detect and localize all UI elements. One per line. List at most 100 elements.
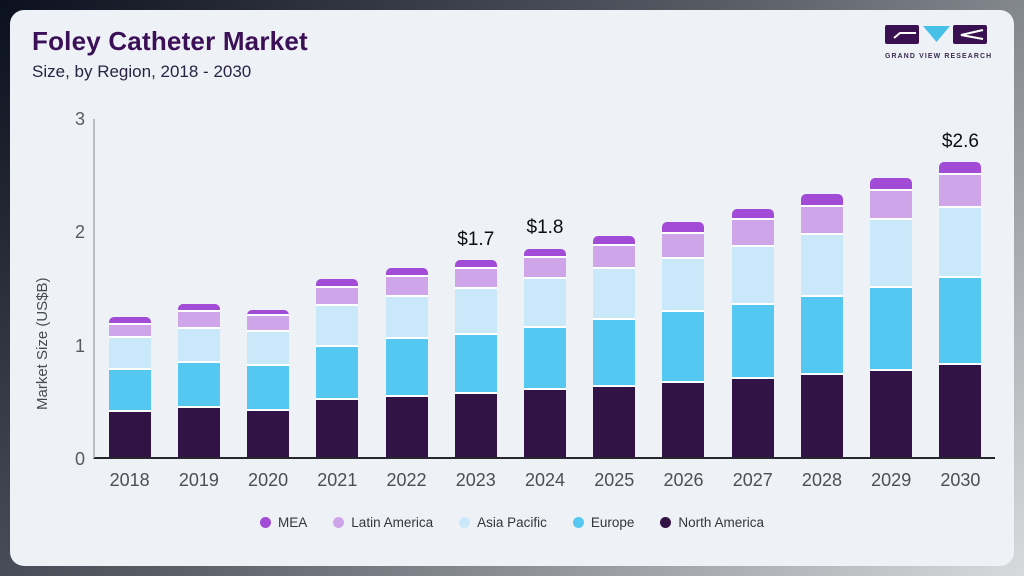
bar-group-2022: 2022 <box>372 119 441 490</box>
segment-europe <box>524 327 567 391</box>
segment-mea <box>385 267 428 277</box>
segment-latin-america <box>454 268 497 290</box>
segment-mea <box>870 178 913 191</box>
bar-stack <box>316 279 359 457</box>
segment-asia-pacific <box>108 338 151 370</box>
legend-label: Latin America <box>351 515 434 530</box>
bar-group-2026: 2026 <box>649 119 718 490</box>
segment-north-america <box>385 396 428 457</box>
segment-europe <box>939 277 982 366</box>
segment-north-america <box>316 400 359 457</box>
bar-group-2029: 2029 <box>857 119 926 490</box>
legend-dot-asia-pacific-icon <box>459 517 471 528</box>
segment-europe <box>454 334 497 394</box>
segment-north-america <box>593 386 636 457</box>
segment-north-america <box>247 410 290 457</box>
ytick-label-0: 0 <box>74 449 85 469</box>
segment-north-america <box>870 370 913 457</box>
y-axis-title: Market Size (US$B) <box>34 277 51 410</box>
segment-mea <box>316 279 359 289</box>
xtick-label-2028: 2028 <box>801 470 842 490</box>
segment-asia-pacific <box>662 258 705 312</box>
segment-europe <box>662 311 705 384</box>
segment-latin-america <box>316 288 359 307</box>
bar-stack <box>524 248 567 457</box>
xtick-label-2018: 2018 <box>109 470 150 490</box>
legend-dot-latin-america-icon <box>333 517 345 528</box>
legend-item-mea: MEA <box>260 515 307 530</box>
ytick-label-2: 2 <box>74 222 85 243</box>
legend-item-asia-pacific: Asia Pacific <box>459 515 547 530</box>
segment-latin-america <box>108 324 151 339</box>
segment-latin-america <box>593 246 636 269</box>
gvr-logomark-icon <box>885 25 987 44</box>
segment-mea <box>177 304 220 313</box>
xtick-label-2020: 2020 <box>248 470 289 490</box>
legend-label: North America <box>678 515 764 530</box>
segment-latin-america <box>385 276 428 298</box>
xtick-label-2019: 2019 <box>178 470 219 490</box>
xtick-label-2029: 2029 <box>871 470 912 490</box>
bar-group-2028: 2028 <box>787 119 856 490</box>
ytick-label-1: 1 <box>74 335 85 356</box>
page-title: Foley Catheter Market <box>32 26 308 56</box>
segment-europe <box>800 297 843 376</box>
segment-asia-pacific <box>731 247 774 306</box>
legend-dot-europe-icon <box>572 517 584 528</box>
legend-dot-mea-icon <box>260 517 272 528</box>
legend-label: MEA <box>278 515 308 530</box>
plot-area: 0 1 2 3 2018 2019 2020 2021 2022 $1.7 2023 $1.8 2024… <box>75 109 995 490</box>
bar-stack <box>108 316 151 457</box>
segment-north-america <box>939 365 982 457</box>
bar-group-2018: 2018 <box>95 119 164 490</box>
segment-asia-pacific <box>800 234 843 298</box>
xtick-label-2025: 2025 <box>594 470 635 490</box>
segment-asia-pacific <box>316 306 359 348</box>
segment-mea <box>939 162 982 175</box>
segment-latin-america <box>800 206 843 235</box>
xtick-label-2021: 2021 <box>317 470 358 490</box>
segment-north-america <box>108 411 151 457</box>
segment-asia-pacific <box>247 332 290 367</box>
bar-stack <box>662 222 705 457</box>
value-label-2023: $1.7 <box>457 228 495 250</box>
segment-latin-america <box>939 174 982 208</box>
legend-item-north-america: North America <box>660 515 764 530</box>
segment-mea <box>662 222 705 234</box>
legend-item-latin-america: Latin America <box>333 515 433 530</box>
segment-north-america <box>800 375 843 457</box>
logo-caption: GRAND VIEW RESEARCH <box>885 53 993 60</box>
segment-europe <box>177 363 220 409</box>
bar-group-2020: 2020 <box>233 119 302 490</box>
legend-item-europe: Europe <box>572 515 634 530</box>
segment-latin-america <box>524 257 567 280</box>
bar-stack <box>385 267 428 457</box>
bar-stack <box>247 309 290 457</box>
bar-group-2025: 2025 <box>580 119 649 490</box>
bar-stack <box>870 178 913 457</box>
segment-asia-pacific <box>593 268 636 320</box>
xtick-label-2022: 2022 <box>386 470 427 490</box>
segment-asia-pacific <box>870 220 913 289</box>
segment-asia-pacific <box>939 207 982 278</box>
segment-mea <box>731 208 774 221</box>
segment-asia-pacific <box>454 289 497 335</box>
segment-asia-pacific <box>385 297 428 340</box>
xtick-label-2027: 2027 <box>732 470 773 490</box>
segment-mea <box>524 248 567 258</box>
segment-europe <box>731 305 774 379</box>
legend-dot-north-america-icon <box>660 517 672 528</box>
bar-group-2030: $2.6 2030 <box>926 119 995 490</box>
segment-europe <box>108 369 151 412</box>
segment-latin-america <box>870 190 913 221</box>
segment-asia-pacific <box>177 329 220 364</box>
xtick-label-2030: 2030 <box>940 470 981 490</box>
segment-europe <box>870 288 913 371</box>
bar-stack <box>731 208 774 457</box>
bar-group-2019: 2019 <box>164 119 233 490</box>
segment-north-america <box>524 390 567 457</box>
segment-asia-pacific <box>524 279 567 328</box>
grand-view-research-logo: GRAND VIEW RESEARCH <box>885 25 993 60</box>
segment-north-america <box>731 378 774 457</box>
